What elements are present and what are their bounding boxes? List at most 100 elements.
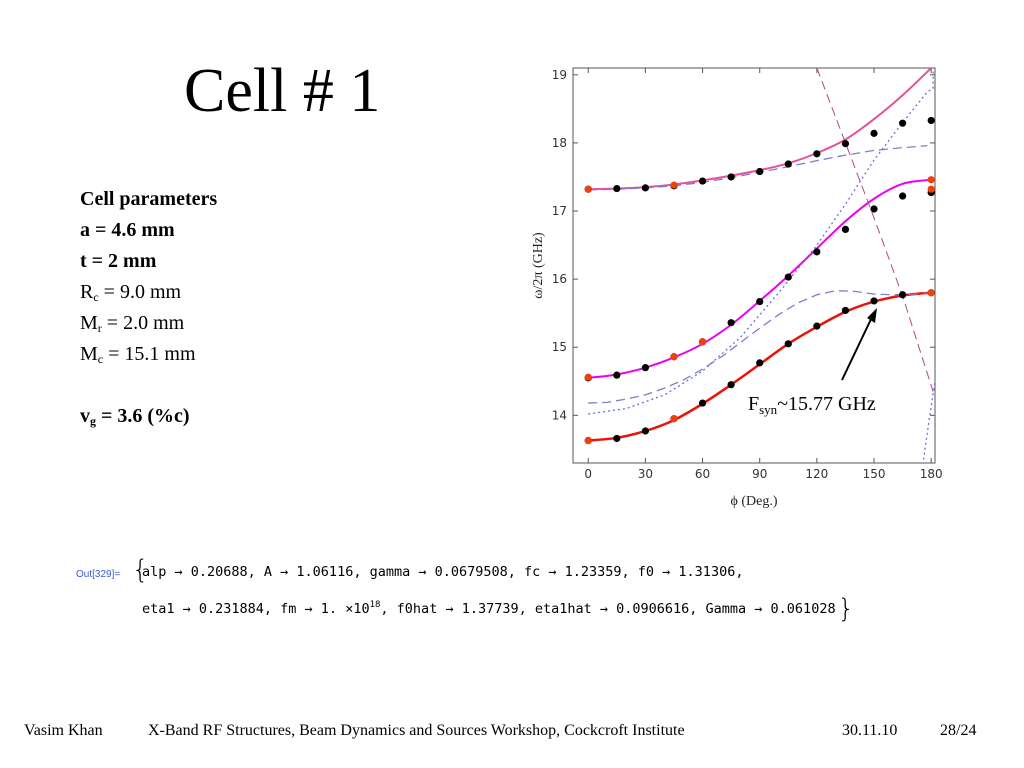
- arrow-shaft: [841, 314, 874, 381]
- series-line-1: [588, 178, 932, 379]
- y-tick-label: 17: [552, 204, 567, 218]
- data-point-2: [641, 427, 649, 435]
- series-line-6: [922, 381, 935, 460]
- data-point-5: [927, 289, 935, 297]
- output-line-2-end: , f0hat → 1.37739, eta1hat → 0.0906616, …: [380, 601, 836, 617]
- data-point-1: [899, 192, 907, 200]
- footer-page: 28/24: [940, 722, 977, 739]
- data-point-0: [899, 119, 907, 127]
- param-mr-subscript: r: [97, 321, 102, 335]
- data-point-4: [584, 373, 592, 381]
- param-rc-subscript: c: [93, 290, 99, 304]
- data-point-1: [870, 205, 878, 213]
- param-mr-value: = 2.0 mm: [101, 312, 185, 334]
- param-vg-subscript: g: [90, 414, 96, 428]
- data-point-2: [756, 359, 764, 367]
- data-point-0: [927, 116, 935, 125]
- fsyn-value: ~15.77 GHz: [777, 393, 876, 415]
- param-mc-value: = 15.1 mm: [103, 343, 196, 365]
- data-point-1: [841, 225, 850, 234]
- data-point-0: [641, 184, 649, 192]
- dispersion-chart: 0 30 60 90 120 150 180 14 15 16 17 18 19 ϕ (Deg.) ω/2π…: [531, 67, 943, 509]
- arrow-head: [867, 308, 877, 323]
- data-point-4: [927, 176, 935, 184]
- data-point-5: [670, 415, 678, 423]
- param-vg-symbol: v: [80, 405, 90, 427]
- data-point-2: [784, 340, 792, 348]
- data-point-1: [756, 297, 764, 306]
- x-tick-label: 60: [695, 467, 710, 481]
- data-point-5: [584, 436, 592, 445]
- x-tick-label: 150: [863, 467, 886, 481]
- param-mc-symbol: M: [80, 343, 98, 365]
- fsyn-symbol: F: [748, 393, 760, 415]
- spacer: [80, 370, 217, 401]
- data-point-1: [641, 364, 649, 372]
- data-point-0: [870, 129, 878, 137]
- output-line-2-start: eta1 → 0.231884, fm → 1. ×10: [142, 601, 370, 617]
- footer-author: Vasim Khan: [24, 722, 103, 739]
- series-line-4: [588, 144, 928, 191]
- data-point-1: [784, 273, 792, 281]
- y-tick-label: 14: [552, 408, 567, 422]
- data-point-1: [613, 371, 621, 379]
- output-line-1: alp → 0.20688, A → 1.06116, gamma → 0.06…: [142, 564, 744, 580]
- fsyn-arrow: [841, 308, 877, 381]
- close-brace: }: [837, 594, 855, 624]
- output-exponent: 18: [369, 600, 381, 610]
- data-point-3: [584, 185, 592, 193]
- data-point-2: [613, 434, 621, 443]
- data-point-0: [813, 150, 821, 158]
- plot-frame: [572, 67, 936, 464]
- param-rc-value: = 9.0 mm: [98, 281, 182, 303]
- x-tick-label: 180: [920, 467, 943, 481]
- data-point-2: [841, 306, 850, 315]
- y-tick-label: 18: [552, 136, 567, 150]
- data-point-0: [727, 173, 735, 181]
- y-tick-label: 15: [552, 340, 567, 354]
- param-a: a = 4.6 mm: [80, 219, 175, 241]
- y-tick-label: 16: [552, 272, 567, 286]
- param-rc: Rc = 9.0 mm: [80, 277, 217, 308]
- fsyn-subscript: syn: [759, 402, 778, 417]
- data-point-1: [813, 248, 821, 256]
- data-point-2: [870, 297, 878, 305]
- slide-title: Cell # 1: [184, 57, 381, 125]
- output-line-2: eta1 → 0.231884, fm → 1. ×1018, f0hat → …: [142, 590, 854, 624]
- param-mr: Mr = 2.0 mm: [80, 308, 217, 339]
- param-mr-symbol: M: [80, 312, 98, 334]
- y-tick-label: 19: [552, 68, 567, 82]
- series-line-2: [588, 291, 932, 442]
- data-point-2: [698, 399, 707, 407]
- data-point-0: [784, 160, 792, 168]
- params-heading: Cell parameters: [80, 188, 218, 210]
- data-point-4: [670, 353, 678, 361]
- data-point-4: [698, 338, 707, 346]
- y-axis-label: ω/2π (GHz): [531, 232, 546, 299]
- param-vg: vg = 3.6 (%c): [80, 401, 217, 432]
- cell-parameters: Cell parameters a = 4.6 mm t = 2 mm Rc =…: [80, 184, 217, 432]
- footer-date: 30.11.10: [842, 722, 898, 739]
- x-tick-label: 90: [752, 467, 767, 481]
- x-tick-label: 120: [805, 467, 828, 481]
- plot-area: [584, 68, 935, 460]
- series-line-7: [816, 68, 934, 392]
- fsyn-annotation: Fsyn~15.77 GHz: [748, 393, 876, 416]
- x-tick-label: 0: [584, 467, 592, 481]
- data-point-0: [841, 139, 850, 148]
- param-mc-subscript: c: [97, 352, 104, 366]
- x-tick-label: 30: [638, 467, 653, 481]
- data-point-0: [698, 177, 707, 185]
- data-point-3: [670, 181, 678, 189]
- footer-event: X-Band RF Structures, Beam Dynamics and …: [148, 722, 685, 739]
- output-label: Out[329]=: [76, 569, 121, 580]
- open-brace: {: [132, 555, 149, 585]
- data-point-0: [756, 167, 764, 176]
- series-line-3: [588, 290, 932, 404]
- data-point-0: [613, 184, 621, 193]
- x-axis-label: ϕ (Deg.): [730, 494, 777, 509]
- param-rc-symbol: R: [80, 281, 94, 303]
- param-mc: Mc = 15.1 mm: [80, 339, 217, 370]
- data-point-1: [727, 319, 735, 327]
- data-point-2: [813, 322, 821, 330]
